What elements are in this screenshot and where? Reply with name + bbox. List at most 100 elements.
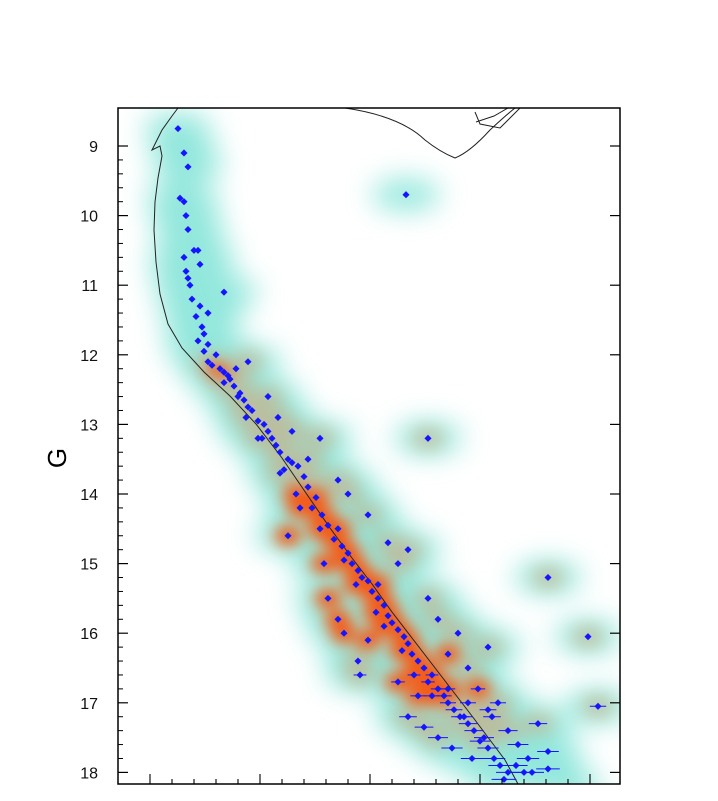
star-marker <box>296 504 304 512</box>
star-point <box>340 556 348 564</box>
star-point <box>276 469 284 477</box>
star-marker <box>330 535 338 543</box>
star-marker <box>272 441 280 449</box>
star-point <box>353 671 367 679</box>
star-marker <box>354 657 362 665</box>
star-marker <box>184 225 192 234</box>
star-point <box>338 542 346 550</box>
star-marker <box>338 542 346 550</box>
star-marker <box>276 448 284 456</box>
star-point <box>407 671 421 679</box>
x-axis <box>149 774 591 784</box>
star-point <box>208 361 216 369</box>
star-point <box>284 532 292 540</box>
star-point <box>372 608 380 616</box>
star-point <box>544 573 552 582</box>
star-marker <box>402 191 410 199</box>
star-marker <box>220 379 228 387</box>
y-tick-label: 15 <box>80 557 98 574</box>
star-marker <box>594 702 602 710</box>
star-point <box>516 754 540 763</box>
star-marker <box>180 198 188 206</box>
star-point <box>434 615 442 623</box>
star-marker <box>248 406 256 415</box>
star-point <box>242 413 250 421</box>
star-point <box>324 521 332 529</box>
star-point <box>226 375 234 383</box>
star-point <box>454 629 462 637</box>
star-marker <box>324 521 332 529</box>
star-marker <box>408 650 416 658</box>
star-marker <box>288 427 296 435</box>
star-marker <box>480 734 488 742</box>
star-point <box>464 727 484 735</box>
star-point <box>440 685 456 693</box>
star-marker <box>534 720 542 728</box>
star-point <box>464 664 472 672</box>
star-marker <box>444 685 452 693</box>
star-marker <box>420 664 428 672</box>
star-point <box>292 490 300 498</box>
star-marker <box>388 619 396 627</box>
star-point <box>440 699 456 707</box>
star-point <box>374 594 382 602</box>
star-marker <box>368 587 376 595</box>
star-marker <box>448 744 456 752</box>
star-point <box>504 761 528 769</box>
y-axis: 9 10 11 12 13 14 15 16 17 18 <box>80 139 620 782</box>
star-marker <box>524 754 532 763</box>
star-point <box>402 191 410 199</box>
star-marker <box>288 459 296 467</box>
star-marker <box>226 375 234 383</box>
star-point <box>584 633 592 641</box>
star-marker <box>348 560 356 568</box>
star-point <box>220 288 228 296</box>
star-marker <box>324 594 332 602</box>
star-marker <box>186 281 194 289</box>
star-point <box>194 337 202 345</box>
star-marker <box>476 737 484 745</box>
star-marker <box>232 365 240 373</box>
star-point <box>334 476 342 484</box>
star-marker <box>242 413 250 421</box>
star-marker <box>374 594 382 602</box>
star-marker <box>528 768 536 776</box>
star-point <box>537 747 559 756</box>
star-point <box>344 549 352 557</box>
star-point <box>380 601 388 609</box>
star-point <box>380 622 388 630</box>
star-point <box>234 393 242 401</box>
star-marker <box>208 361 216 369</box>
star-marker <box>470 727 478 735</box>
star-point <box>388 619 396 627</box>
star-marker <box>464 699 472 707</box>
star-marker <box>380 622 388 630</box>
star-marker <box>292 490 300 498</box>
isochrone-giant-branch <box>344 108 516 159</box>
star-point <box>284 455 292 463</box>
star-marker <box>474 685 482 693</box>
star-marker <box>180 149 188 157</box>
star-point <box>258 434 266 442</box>
star-point <box>334 525 342 533</box>
star-marker <box>468 754 476 763</box>
star-marker <box>344 490 352 498</box>
star-marker <box>358 573 366 582</box>
star-point <box>404 640 412 648</box>
isochrone-clump <box>474 108 521 129</box>
star-point <box>479 706 497 714</box>
star-point <box>244 403 252 411</box>
star-marker <box>304 455 312 463</box>
star-marker <box>420 723 428 731</box>
star-marker <box>340 629 348 637</box>
star-point <box>410 692 426 700</box>
star-point <box>300 473 308 481</box>
y-tick-label: 12 <box>80 348 98 365</box>
star-marker <box>194 246 202 254</box>
star-point <box>216 365 224 373</box>
star-marker <box>234 393 242 401</box>
star-marker <box>380 601 388 609</box>
star-point <box>528 720 548 728</box>
star-point <box>294 462 302 470</box>
star-point <box>482 754 506 763</box>
